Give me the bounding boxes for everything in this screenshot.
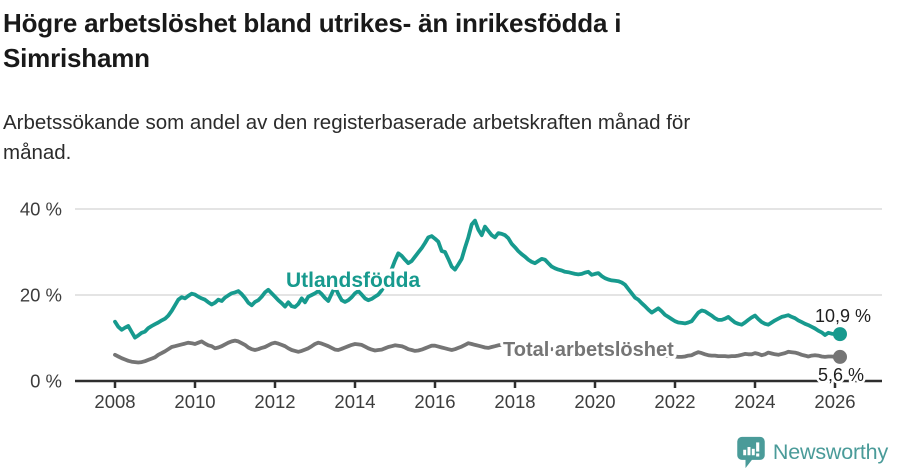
series-label-utlandsfodda: Utlandsfödda (286, 269, 420, 292)
svg-text:2016: 2016 (414, 391, 455, 412)
subtitle-line-1: Arbetssökande som andel av den registerb… (3, 111, 691, 134)
series-label-total-arbetsloshet: Total arbetslöshet (503, 339, 674, 361)
subtitle-line-2: månad. (3, 141, 72, 164)
svg-text:2020: 2020 (574, 391, 615, 412)
svg-text:2022: 2022 (654, 391, 695, 412)
title-line-1: Högre arbetslöshet bland utrikes- än inr… (3, 8, 622, 38)
svg-text:2014: 2014 (334, 391, 375, 412)
end-value-label-total: 5,6 % (818, 365, 864, 385)
newsworthy-bubble-barchart-icon (737, 436, 765, 469)
svg-text:40 %: 40 % (20, 199, 62, 220)
series-lines (113, 218, 847, 365)
svg-text:2012: 2012 (254, 391, 295, 412)
svg-text:2026: 2026 (814, 391, 855, 412)
svg-text:20 %: 20 % (20, 285, 62, 306)
svg-text:2010: 2010 (174, 391, 215, 412)
page-title: Högre arbetslöshet bland utrikes- än inr… (3, 6, 621, 76)
svg-text:2018: 2018 (494, 391, 535, 412)
newsworthy-logo: Newsworthy (736, 436, 888, 469)
end-value-label-utlandsfodda: 10,9 % (815, 306, 871, 326)
title-line-2: Simrishamn (3, 43, 150, 73)
svg-text:2024: 2024 (734, 391, 775, 412)
svg-text:2008: 2008 (94, 391, 135, 412)
line-chart: 0 % 20 % 40 % 2008 2010 2012 2014 2016 2018 2020… (20, 199, 882, 412)
svg-text:0 %: 0 % (30, 371, 62, 392)
gridlines (75, 208, 882, 296)
y-axis-labels: 0 % 20 % 40 % (20, 199, 62, 392)
brand-name: Newsworthy (772, 440, 888, 464)
x-axis: 2008 2010 2012 2014 2016 2018 2020 2022 2024 2026 (75, 379, 882, 412)
chart-subtitle: Arbetssökande som andel av den registerb… (3, 108, 690, 168)
